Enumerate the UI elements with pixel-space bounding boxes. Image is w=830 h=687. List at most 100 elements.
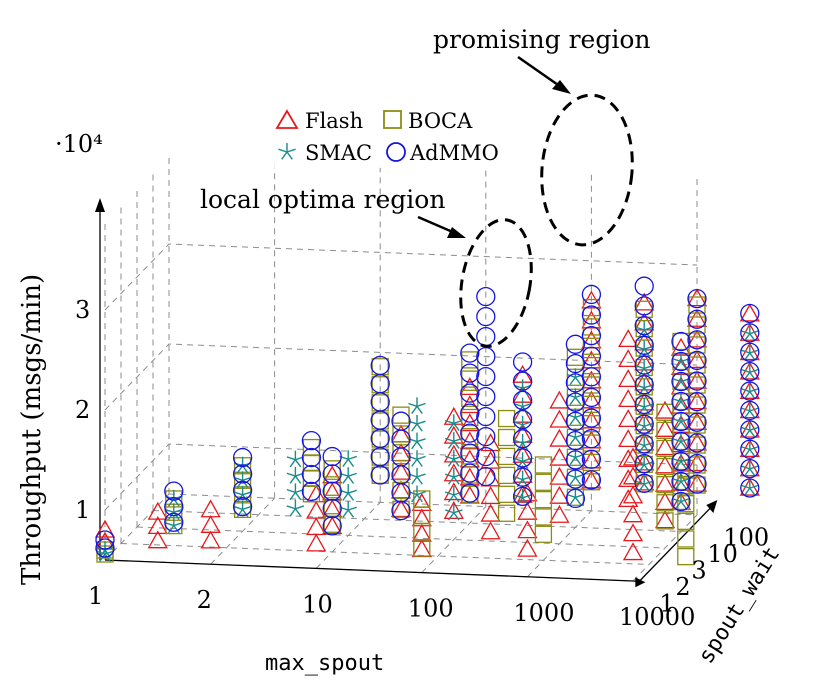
asterisk-spoke [104,550,114,555]
asterisk-spoke [416,458,423,467]
asterisk-spoke [453,440,460,449]
legend-asterisk-icon [278,143,296,160]
data-point [581,408,602,428]
data-point [581,310,602,329]
data-point [480,486,501,505]
asterisk-spoke [289,491,296,501]
asterisk-spoke [445,509,455,514]
data-point [634,453,654,474]
data-point [392,406,410,424]
asterisk-spoke [672,498,682,503]
asterisk-spoke [680,478,690,483]
data-point [391,411,411,431]
asterisk-spoke [749,330,759,335]
data-point [497,409,516,428]
data-point [582,395,601,413]
asterisk-spoke [569,396,576,405]
legend-square-icon [383,110,402,129]
data-point [687,288,707,309]
data-point [408,467,426,485]
data-point [286,467,305,484]
asterisk-spoke [643,326,653,331]
asterisk-spoke [453,437,463,442]
asterisk-spoke [286,505,296,510]
asterisk-spoke [749,333,756,342]
asterisk-spoke [643,348,651,357]
asterisk-spoke [286,488,296,494]
data-point [581,390,602,409]
asterisk-spoke [416,455,426,460]
asterisk-spoke [522,460,529,469]
asterisk-spoke [566,493,576,498]
series-smac [96,320,759,562]
asterisk-spoke [643,384,653,389]
asterisk-spoke [643,403,653,408]
x-tick-label: 100 [408,595,454,623]
asterisk-spoke [416,441,423,450]
data-point [740,323,760,343]
data-point [411,539,432,558]
data-point [687,350,707,371]
asterisk-spoke [347,489,357,494]
data-point [286,483,305,501]
data-point [634,276,654,296]
local-optima-arrow [417,215,466,238]
data-point [687,433,707,453]
asterisk-spoke [741,388,751,393]
asterisk-spoke [522,406,529,415]
asterisk-spoke [680,381,687,390]
z-gridline [104,343,698,411]
asterisk-spoke [242,476,252,481]
asterisk-spoke [741,426,751,431]
asterisk-spoke [749,407,759,412]
asterisk-spoke [743,410,751,419]
data-point [581,449,602,469]
data-point [741,440,759,458]
floor-gridline-y [136,526,666,549]
x-tick-label: 1000 [513,599,574,627]
data-point [670,434,692,453]
asterisk-spoke [173,522,183,527]
data-point [512,467,533,487]
data-point [95,538,115,558]
data-point [687,474,707,494]
data-point [306,500,327,519]
data-point [634,355,654,375]
asterisk-spoke [635,345,645,350]
asterisk-spoke [242,491,252,496]
data-point [740,439,760,459]
data-point [634,414,654,434]
z-gridline [104,243,698,311]
asterisk-spoke [675,441,682,450]
asterisk-spoke [749,371,756,380]
data-point [565,430,586,451]
data-point [635,359,653,377]
data-point [286,450,305,468]
data-point [512,484,533,503]
data-point [686,411,708,430]
data-point [581,470,602,489]
data-point [677,547,695,566]
asterisk-spoke [286,148,296,153]
data-point [480,450,501,469]
data-point [301,464,322,485]
asterisk-spoke [342,475,349,484]
data-point [687,309,707,329]
promising-arrow [517,55,571,94]
data-point [549,504,570,523]
asterisk-spoke [574,456,582,465]
data-point [476,386,496,407]
data-point [497,485,516,503]
data-point [390,499,412,518]
data-point [370,465,390,485]
data-point [301,481,322,502]
data-point [671,411,691,432]
asterisk-spoke [743,371,751,380]
asterisk-spoke [289,475,296,484]
data-point [322,481,342,501]
z-gridline [104,443,698,511]
data-point [740,342,760,362]
asterisk-spoke [96,550,106,555]
promising-region-ellipse [540,93,634,247]
